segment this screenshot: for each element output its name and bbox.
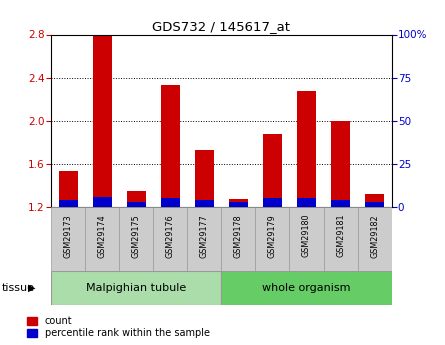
Text: whole organism: whole organism (262, 283, 351, 293)
Text: tissue: tissue (2, 283, 35, 293)
Bar (222, 207, 255, 271)
Bar (119, 207, 153, 271)
Bar (324, 207, 358, 271)
Bar (263, 198, 282, 207)
Bar (195, 150, 214, 207)
Text: ▶: ▶ (28, 283, 36, 293)
Bar (187, 207, 222, 271)
Bar (51, 207, 85, 271)
Text: GSM29174: GSM29174 (98, 214, 107, 257)
Text: GSM29177: GSM29177 (200, 214, 209, 258)
Bar (290, 207, 324, 271)
Bar (51, 271, 222, 305)
Bar (229, 202, 248, 207)
Text: Malpighian tubule: Malpighian tubule (86, 283, 186, 293)
Text: GSM29178: GSM29178 (234, 214, 243, 257)
Bar (297, 90, 316, 207)
Bar (229, 199, 248, 207)
Bar (127, 202, 146, 207)
Bar (93, 197, 112, 207)
Text: GSM29173: GSM29173 (64, 214, 73, 257)
Bar (255, 207, 290, 271)
Text: GSM29182: GSM29182 (370, 214, 379, 257)
Bar (85, 207, 119, 271)
Bar (263, 134, 282, 207)
Bar (358, 207, 392, 271)
Bar (153, 207, 187, 271)
Bar (365, 194, 384, 207)
Bar (93, 34, 112, 207)
Text: GSM29181: GSM29181 (336, 214, 345, 257)
Bar (161, 85, 180, 207)
Bar (127, 191, 146, 207)
Text: GSM29180: GSM29180 (302, 214, 311, 257)
Bar (365, 202, 384, 207)
Text: GSM29175: GSM29175 (132, 214, 141, 258)
Bar (297, 198, 316, 207)
Text: GSM29176: GSM29176 (166, 214, 175, 257)
Bar (195, 200, 214, 207)
Bar (59, 200, 77, 207)
Bar (59, 171, 77, 207)
Bar (161, 198, 180, 207)
Bar (222, 271, 392, 305)
Title: GDS732 / 145617_at: GDS732 / 145617_at (152, 20, 291, 33)
Bar (331, 200, 350, 207)
Bar (331, 121, 350, 207)
Text: GSM29179: GSM29179 (268, 214, 277, 258)
Legend: count, percentile rank within the sample: count, percentile rank within the sample (27, 316, 210, 338)
